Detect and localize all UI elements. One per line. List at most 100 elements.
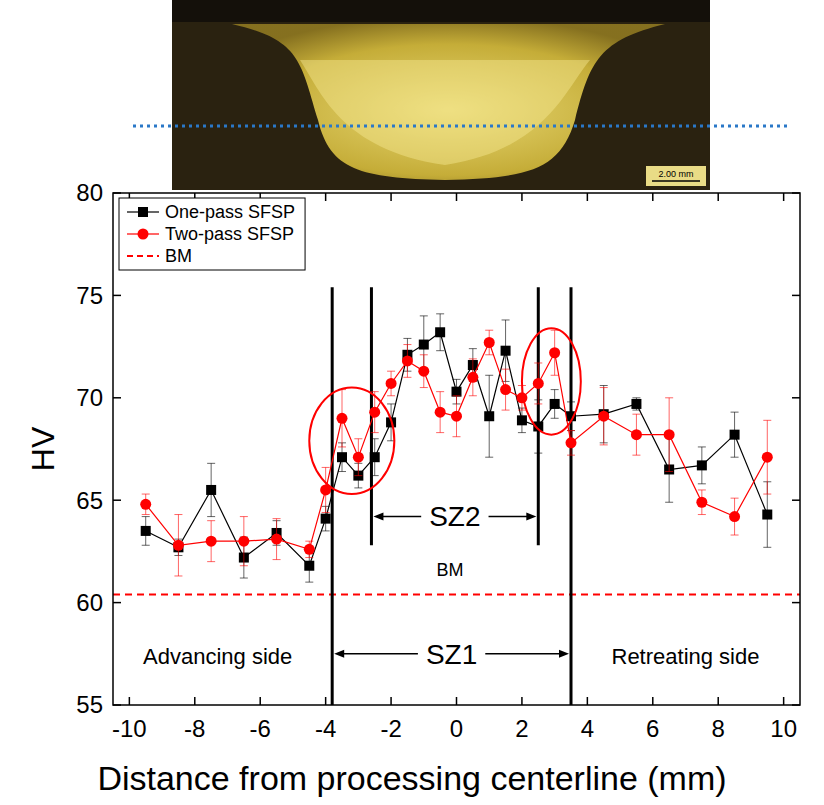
data-point [484,411,494,421]
error-cap [371,432,379,433]
zone-boundary [570,287,573,705]
data-point [533,378,544,389]
series [140,330,773,576]
error-cap [240,565,248,566]
legend: One-pass SFSPTwo-pass SFSPBM [119,198,305,270]
error-cap [371,475,379,476]
error-cap [174,514,182,515]
error-cap [534,453,542,454]
y-tick [113,295,121,297]
data-point [501,346,511,356]
chart-svg: 2.00 mmBMSZ1SZ2Advancing sideRetreating … [0,0,824,805]
y-tick [113,397,121,399]
x-tick [259,697,261,705]
data-point [418,366,429,377]
legend-line [127,255,159,257]
x-tick-label: 10 [770,715,797,742]
error-cap [403,338,411,339]
error-cap [600,444,608,445]
data-point [631,399,641,409]
zone-boundary [537,287,540,545]
legend-label: Two-pass SFSP [165,224,294,244]
x-tick [325,697,327,705]
data-point [467,372,478,383]
y-tick [113,192,121,194]
data-point [369,407,380,418]
x-tick [521,193,523,201]
page: {"image": {"scale_bar": "2.00 mm"}, "cha… [0,0,824,805]
data-point [697,460,707,470]
annotation: Retreating side [612,644,760,669]
data-point [451,411,462,422]
x-tick [390,697,392,705]
y-tick [792,602,800,604]
error-cap [731,498,739,499]
legend-label: One-pass SFSP [165,202,295,222]
error-cap [698,446,706,447]
x-tick-label: 8 [712,715,725,742]
error-bar [731,412,739,457]
series-line [146,343,768,550]
data-point [452,387,462,397]
error-cap [338,446,346,447]
error-cap [469,395,477,396]
y-tick-label: 80 [76,179,103,206]
error-cap [698,514,706,515]
data-point [500,384,511,395]
error-cap [420,387,428,388]
error-cap [469,348,477,349]
data-point [435,327,445,337]
error-cap [567,455,575,456]
error-cap [436,350,444,351]
error-cap [420,315,428,316]
error-cap [534,403,542,404]
error-cap [371,438,379,439]
stir-zone-photo [232,24,665,180]
error-cap [174,575,182,576]
error-cap [665,397,673,398]
error-cap [551,418,559,419]
error-cap [322,512,330,513]
y-tick [113,704,121,706]
error-cap [436,432,444,433]
x-tick-label: 0 [450,715,463,742]
data-point [517,415,527,425]
x-tick [783,193,785,201]
error-cap [485,354,493,355]
error-cap [485,330,493,331]
x-tick-label: -6 [250,715,271,742]
zone-arrowhead [373,513,383,521]
data-point [566,437,577,448]
data-point [762,510,772,520]
error-cap [763,547,771,548]
error-cap [371,391,379,392]
error-cap [142,514,150,515]
x-tick [652,193,654,201]
data-point [206,536,217,547]
data-point [140,499,151,510]
x-tick [456,193,458,201]
y-tick [792,295,800,297]
photo-top-edge [172,0,710,22]
x-tick [783,697,785,705]
zone-arrowhead [334,650,344,658]
legend-marker [138,229,149,240]
zone-arrow [342,653,418,655]
x-axis-title: Distance from processing centerline (mm) [97,759,726,797]
x-tick [717,697,719,705]
y-tick [113,499,121,501]
x-tick [587,697,589,705]
error-cap [436,313,444,314]
error-bar [518,408,526,433]
x-tick-label: -10 [112,715,147,742]
data-point [402,355,413,366]
error-cap [502,369,510,370]
y-tick-label: 55 [76,691,103,718]
x-tick [194,697,196,705]
error-cap [485,375,493,376]
photo-ground [172,0,710,190]
zone-label: SZ2 [429,501,480,532]
error-cap [763,420,771,421]
y-tick-label: 60 [76,589,103,616]
error-cap [551,389,559,390]
